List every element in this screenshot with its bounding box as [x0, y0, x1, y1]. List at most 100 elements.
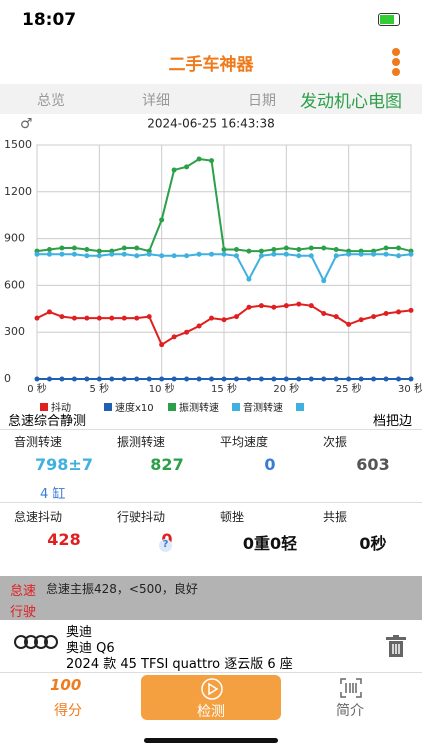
point: [396, 376, 402, 382]
point: [233, 253, 239, 259]
point: [296, 253, 302, 259]
divider: [0, 429, 422, 430]
point: [184, 253, 190, 259]
point: [396, 245, 402, 251]
stat-value: 603: [356, 455, 390, 474]
divider: [0, 672, 422, 673]
point: [258, 248, 264, 254]
detect-button[interactable]: 检测: [141, 675, 281, 720]
point: [271, 247, 277, 253]
tab[interactable]: 日期: [248, 93, 276, 109]
point: [171, 376, 177, 382]
status-icons: [360, 13, 400, 26]
tab[interactable]: 详细: [142, 93, 170, 109]
point: [221, 247, 227, 253]
y-tick-label: 900: [4, 232, 25, 245]
point: [184, 329, 190, 335]
point: [59, 251, 65, 257]
point: [233, 247, 239, 253]
point: [333, 253, 339, 259]
y-tick-label: 300: [4, 325, 25, 338]
point: [159, 342, 165, 348]
point: [171, 253, 177, 259]
point: [71, 245, 77, 251]
point: [46, 247, 52, 253]
point: [209, 158, 215, 164]
point: [283, 376, 289, 382]
stat-value: 428: [47, 530, 81, 549]
stat-label: 次振: [323, 435, 348, 449]
legend-swatch: [40, 403, 48, 411]
x-tick-label: 10 秒: [149, 382, 175, 395]
stat-label: 怠速抖动: [14, 510, 63, 524]
delete-icon[interactable]: [386, 635, 406, 657]
point: [308, 253, 314, 259]
point: [146, 314, 152, 320]
stat-value: 827: [150, 455, 184, 474]
car-trim: 2024 款 45 TFSI quattro 逐云版 6 座: [66, 657, 293, 672]
point: [246, 304, 252, 310]
legend-swatch: [168, 403, 176, 411]
point: [121, 245, 127, 251]
point: [271, 251, 277, 257]
x-tick-label: 25 秒: [336, 382, 362, 395]
point: [346, 376, 352, 382]
point: [109, 315, 115, 321]
point: [258, 253, 264, 259]
point: [121, 251, 127, 257]
point: [296, 301, 302, 307]
point: [383, 251, 389, 257]
point: [396, 253, 402, 259]
stat-value: 0: [264, 455, 276, 474]
car-brand: 奥迪: [66, 625, 93, 640]
menu[interactable]: [392, 48, 400, 76]
point: [34, 251, 40, 257]
point: [96, 248, 102, 254]
stat-value: 0重0轻: [242, 534, 298, 553]
tab-active[interactable]: 发动机心电图: [300, 92, 402, 112]
help-badge[interactable]: ?: [159, 539, 172, 552]
stat-value: 798±7: [35, 455, 93, 474]
nav-detect: 检测: [197, 704, 225, 720]
point: [321, 376, 327, 382]
point: [209, 251, 215, 257]
chart: ♂ 2024-06-25 16:43:38 0 300 600 900 1200 1500…: [4, 116, 422, 414]
nav-intro[interactable]: 简介: [336, 703, 364, 719]
point: [333, 376, 339, 382]
point: [121, 376, 127, 382]
point: [171, 167, 177, 173]
point: [358, 317, 364, 323]
point: [96, 315, 102, 321]
legend-label: 抖动: [51, 401, 71, 414]
tab[interactable]: 总览: [37, 93, 65, 109]
point: [383, 245, 389, 251]
point: [209, 376, 215, 382]
point: [233, 376, 239, 382]
point: [383, 376, 389, 382]
intro-icon: [340, 678, 362, 698]
nav-score[interactable]: 得分: [54, 703, 82, 719]
note-tag: 行驶: [10, 605, 37, 620]
point: [346, 251, 352, 257]
point: [146, 376, 152, 382]
point: [408, 376, 414, 382]
point: [371, 251, 377, 257]
point: [46, 309, 52, 315]
point: [221, 251, 227, 257]
point: [171, 334, 177, 340]
cylinders[interactable]: 4 缸: [38, 483, 68, 503]
section-title: 怠速综合静测: [8, 414, 87, 429]
point: [233, 314, 239, 320]
point: [396, 309, 402, 315]
stat-value: 0秒: [359, 534, 387, 553]
legend-label: 音测转速: [243, 401, 283, 414]
point: [321, 278, 327, 284]
point: [134, 315, 140, 321]
point: [221, 317, 227, 323]
point: [84, 247, 90, 253]
point: [134, 253, 140, 259]
point: [84, 315, 90, 321]
point: [159, 253, 165, 259]
point: [146, 251, 152, 257]
point: [184, 376, 190, 382]
